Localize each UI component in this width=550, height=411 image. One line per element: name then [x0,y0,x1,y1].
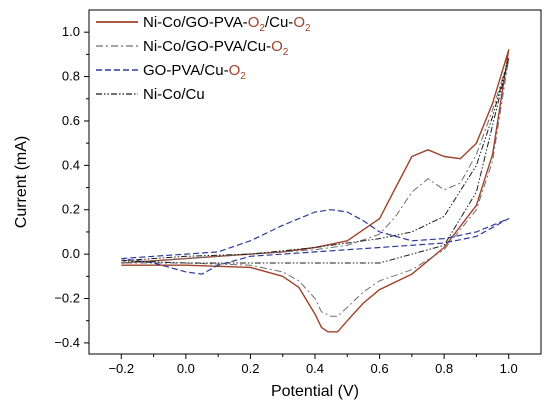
y-tick-label: 0.4 [62,157,80,172]
x-tick-label: 0.4 [306,361,324,376]
legend-label-3: GO-PVA/Cu-O2​ [143,62,246,82]
legend: Ni-Co/GO-PVA-O2​/Cu-O2​ Ni-Co/GO-PVA/Cu-O… [96,14,311,103]
y-axis-title: Current (mA) [13,136,30,228]
axis-tick-labels: −0.2 0.0 0.2 0.4 0.6 0.8 1.0 −0.4 −0.2 0.0 0.2 0.4 0… [54,24,517,376]
y-tick-label: 1.0 [62,24,80,39]
x-tick-label: −0.2 [108,361,134,376]
legend-label-2: Ni-Co/GO-PVA/Cu-O2​ [143,38,289,58]
y-tick-label: −0.4 [54,335,80,350]
series-line-4 [121,58,510,264]
x-tick-label: 0.6 [371,361,389,376]
y-tick-label: 0.6 [62,113,80,128]
series-line-3 [121,209,510,275]
data-series [121,49,510,333]
y-tick-label: −0.2 [54,291,80,306]
series-line-2 [121,58,510,317]
axis-ticks [84,31,510,359]
x-tick-label: 0.0 [177,361,195,376]
x-tick-label: 0.8 [435,361,453,376]
x-axis-title: Potential (V) [271,383,359,400]
y-tick-label: 0.2 [62,202,80,217]
y-tick-label: 0.0 [62,246,80,261]
x-tick-label: 1.0 [500,361,518,376]
x-tick-label: 0.2 [241,361,259,376]
series-line-1 [121,49,510,333]
legend-label-1: Ni-Co/GO-PVA-O2​/Cu-O2​ [143,14,311,34]
legend-label-4: Ni-Co/Cu [143,86,205,103]
y-tick-label: 0.8 [62,69,80,84]
